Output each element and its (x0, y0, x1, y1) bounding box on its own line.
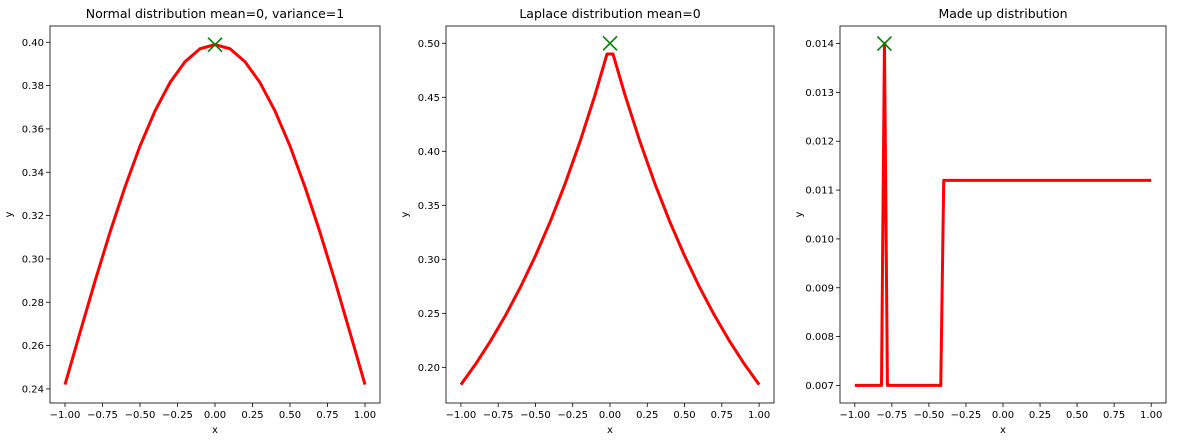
chart-panel-3: Made up distribution −1.00 −0.75 −0.50 −0.25… (794, 6, 1167, 436)
x-tick-label: 0.75 (316, 410, 338, 421)
chart-panel-2: Laplace distribution mean=0 −1.00 −0.75 −0.… (400, 6, 775, 436)
y-axis-label: y (794, 211, 805, 217)
y-tick-label: 0.008 (805, 332, 834, 343)
x-tick-label: 0.50 (279, 410, 301, 421)
x-axis-label: x (212, 425, 218, 436)
y-tick-label: 0.24 (22, 384, 44, 395)
x-tick-label: −0.50 (914, 410, 945, 421)
x-tick-label: −0.75 (483, 410, 514, 421)
y-tick-label: 0.34 (22, 168, 44, 179)
x-tick-label: −0.75 (877, 410, 908, 421)
y-tick-label: 0.012 (805, 137, 834, 148)
x-tick-label: 0.75 (711, 410, 733, 421)
y-tick-label: 0.28 (22, 298, 44, 309)
x-tick-label: −0.50 (520, 410, 551, 421)
x-tick-label: 1.00 (1140, 410, 1162, 421)
x-tick-label: 0.25 (636, 410, 658, 421)
x-axis-label: x (607, 425, 613, 436)
y-tick-label: 0.32 (22, 211, 44, 222)
y-tick-label: 0.38 (22, 81, 44, 92)
x-tick-label: 0.00 (599, 410, 621, 421)
max-marker (602, 35, 618, 51)
plot-area-frame (839, 25, 1167, 404)
y-axis-label: y (400, 211, 411, 217)
x-tick-label: 0.00 (992, 410, 1014, 421)
y-tick-label: 0.014 (805, 39, 834, 50)
max-marker-stroke (602, 35, 618, 51)
y-tick-label: 0.50 (418, 39, 440, 50)
max-marker-stroke (207, 37, 223, 53)
x-tick-label: 0.75 (1103, 410, 1125, 421)
series-line (63, 43, 367, 385)
max-marker (876, 36, 893, 52)
y-tick-label: 0.009 (805, 283, 834, 294)
y-tick-label: 0.45 (418, 93, 440, 104)
x-tick-label: 0.25 (1029, 410, 1051, 421)
plot-area-frame (445, 25, 775, 404)
x-tick-label: 1.00 (354, 410, 376, 421)
y-tick-label: 0.30 (22, 254, 44, 265)
y-tick-label: 0.40 (22, 38, 44, 49)
x-tick-label: 0.50 (1066, 410, 1088, 421)
y-tick-label: 0.40 (418, 147, 440, 158)
y-axis-label: y (4, 211, 15, 217)
x-tick-label: −0.50 (125, 410, 156, 421)
x-tick-label: 0.25 (241, 410, 263, 421)
y-tick-label: 0.30 (418, 255, 440, 266)
y-tick-label: 0.25 (418, 309, 440, 320)
y-tick-label: 0.20 (418, 363, 440, 374)
chart-panel-1: Normal distribution mean=0, variance=1 −1… (4, 6, 381, 436)
x-tick-label: −0.25 (557, 410, 588, 421)
x-tick-label: −0.25 (951, 410, 982, 421)
y-tick-label: 0.36 (22, 124, 44, 135)
x-tick-label: −0.25 (162, 410, 193, 421)
y-tick-label: 0.007 (805, 381, 834, 392)
x-tick-label: 0.00 (204, 410, 226, 421)
y-tick-label: 0.010 (805, 234, 834, 245)
y-tick-label: 0.013 (805, 88, 834, 99)
y-tick-label: 0.26 (22, 341, 44, 352)
x-tick-label: 1.00 (748, 410, 770, 421)
x-tick-label: −0.75 (87, 410, 118, 421)
y-tick-label: 0.35 (418, 201, 440, 212)
chart-title: Normal distribution mean=0, variance=1 (86, 6, 344, 21)
x-tick-label: −1.00 (839, 410, 870, 421)
y-tick-label: 0.011 (805, 186, 834, 197)
chart-title: Made up distribution (938, 6, 1067, 21)
x-tick-label: −1.00 (446, 410, 477, 421)
max-marker (207, 37, 223, 53)
plot-area-frame (49, 25, 381, 404)
max-marker-stroke (876, 36, 893, 52)
series-line (854, 42, 1152, 387)
chart-title: Laplace distribution mean=0 (519, 6, 700, 21)
series-line (459, 52, 761, 386)
x-axis-label: x (1000, 425, 1006, 436)
x-tick-label: 0.50 (673, 410, 695, 421)
x-tick-label: −1.00 (50, 410, 81, 421)
